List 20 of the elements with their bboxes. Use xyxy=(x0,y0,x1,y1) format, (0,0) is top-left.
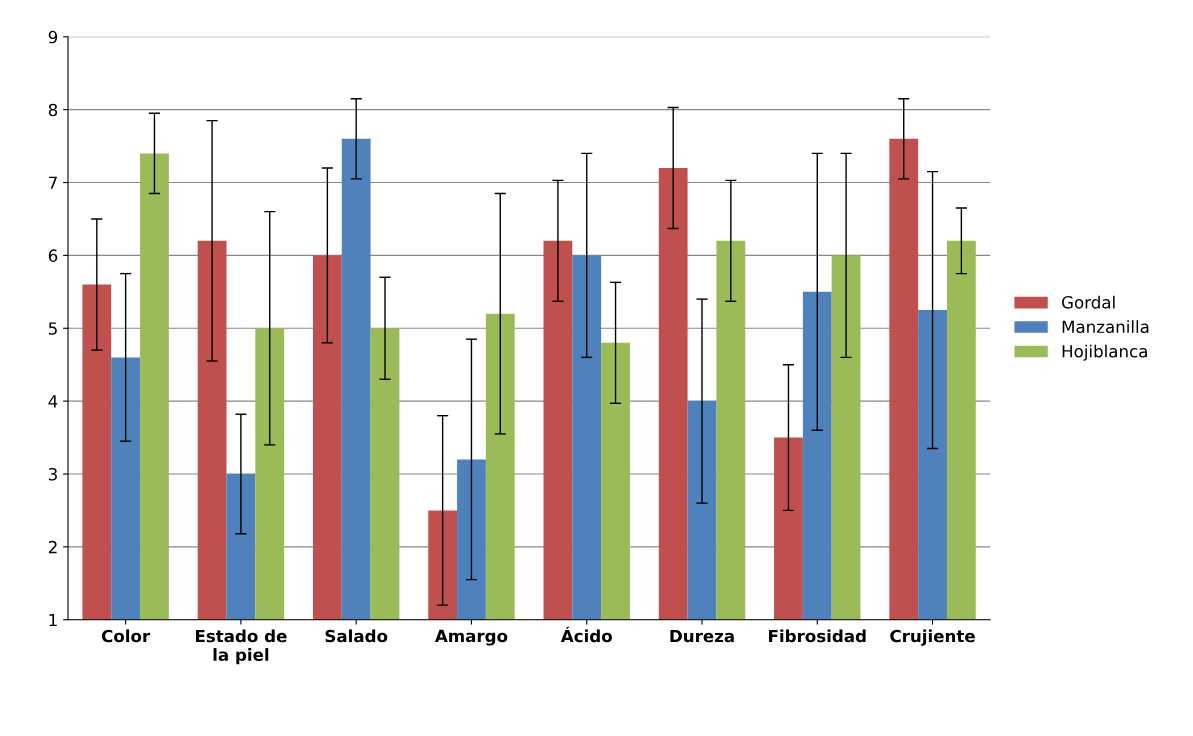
y-tick-label: 9 xyxy=(48,30,58,44)
legend-label: Gordal xyxy=(1062,295,1115,309)
legend-label: Hojiblanca xyxy=(1062,344,1147,361)
y-tick-label: 4 xyxy=(48,395,58,408)
y-tick-label: 5 xyxy=(48,322,57,335)
y-tick-label: 6 xyxy=(48,249,58,262)
y-tick-label: 2 xyxy=(48,540,57,554)
x-tick-label: Salado xyxy=(325,629,388,643)
x-tick-label: Estado de la piel xyxy=(195,629,287,665)
y-tick-label: 7 xyxy=(49,176,57,189)
x-tick-label: Ácido xyxy=(560,626,612,643)
x-tick-label: Dureza xyxy=(670,629,734,643)
x-tick-label: Amargo xyxy=(434,629,508,646)
legend-label: Manzanilla xyxy=(1062,320,1149,334)
y-tick-label: 8 xyxy=(48,103,58,117)
x-tick-label: Color xyxy=(101,629,151,643)
y-tick-label: 1 xyxy=(49,613,57,627)
y-tick-label: 3 xyxy=(48,467,57,481)
x-tick-label: Fibrosidad xyxy=(769,629,866,643)
x-tick-label: Crujiente xyxy=(890,629,975,646)
